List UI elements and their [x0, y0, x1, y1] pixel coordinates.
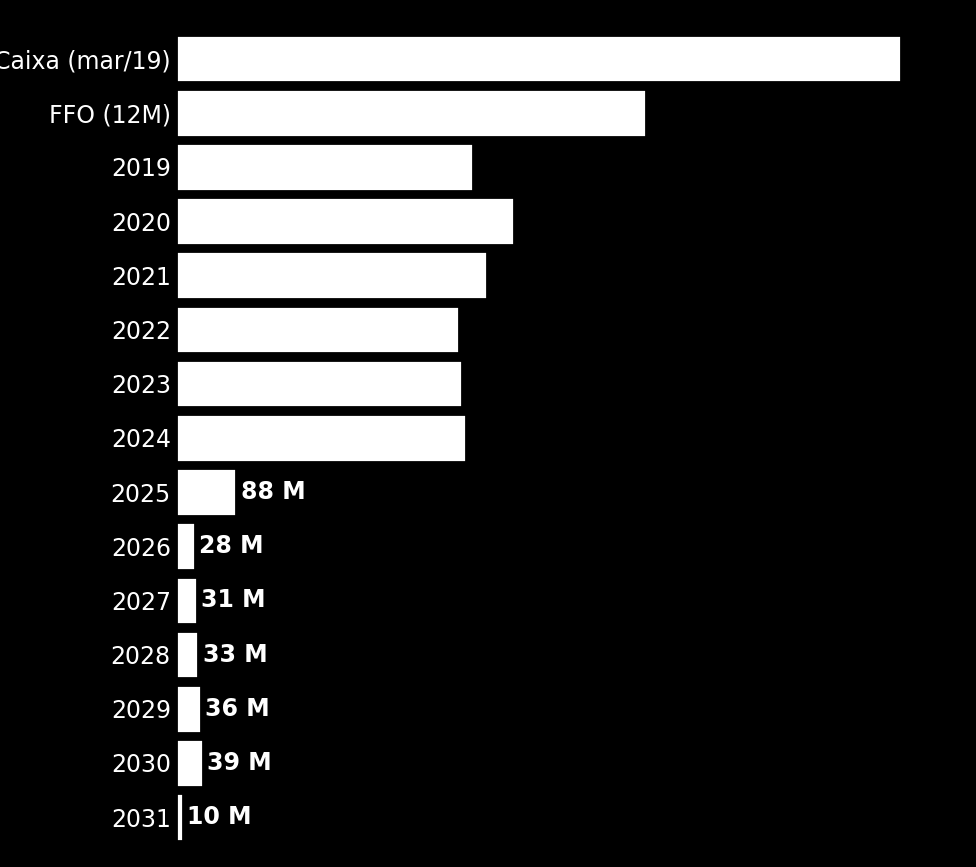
- Bar: [176, 251, 487, 299]
- Text: 39 M: 39 M: [207, 751, 271, 775]
- Bar: [176, 89, 645, 137]
- Bar: [176, 306, 459, 354]
- Bar: [176, 577, 197, 624]
- Bar: [176, 685, 200, 733]
- Text: 36 M: 36 M: [205, 697, 269, 720]
- Text: 88 M: 88 M: [241, 480, 305, 504]
- Text: 33 M: 33 M: [203, 642, 267, 667]
- Bar: [176, 739, 203, 787]
- Text: 10 M: 10 M: [186, 805, 251, 829]
- Bar: [176, 631, 198, 678]
- Text: 28 M: 28 M: [199, 534, 264, 558]
- Bar: [176, 143, 472, 191]
- Bar: [176, 468, 236, 516]
- Bar: [176, 198, 514, 245]
- Bar: [176, 35, 901, 82]
- Bar: [176, 793, 183, 841]
- Bar: [176, 522, 195, 570]
- Bar: [176, 360, 463, 407]
- Bar: [176, 414, 466, 462]
- Text: 31 M: 31 M: [201, 589, 265, 612]
